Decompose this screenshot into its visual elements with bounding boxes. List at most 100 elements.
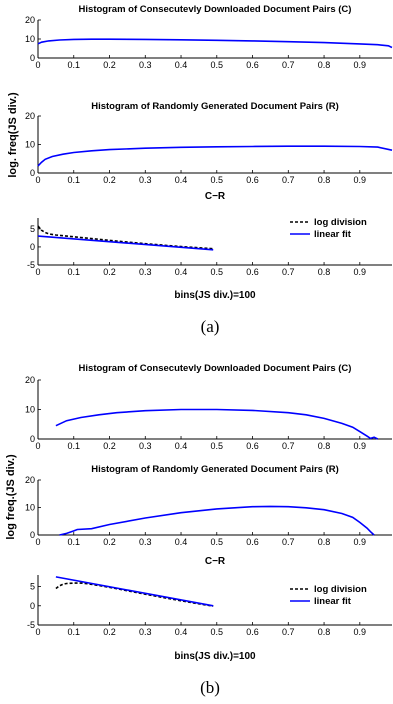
x-tick-label: 0.6 [246, 60, 259, 70]
x-tick-label: 0.9 [354, 627, 367, 637]
x-tick-label: 0.5 [211, 441, 224, 451]
y-tick-label: 0 [30, 434, 35, 444]
chart-title: Histogram of Randomly Generated Document… [91, 101, 339, 112]
x-tick-label: 0.8 [318, 537, 331, 547]
x-tick-label: 0.9 [354, 267, 367, 277]
y-tick-label: -5 [27, 620, 35, 630]
figure-b-fit-xlabel: bins(JS div.)=100 [174, 651, 256, 662]
x-tick-label: 0.1 [67, 627, 80, 637]
y-tick-label: 5 [30, 582, 35, 592]
x-tick-label: 0.7 [282, 60, 295, 70]
x-tick-label: 0.2 [103, 537, 116, 547]
y-tick-label: 20 [25, 111, 35, 121]
x-tick-label: 0.5 [211, 175, 224, 185]
x-tick-label: 0.7 [282, 441, 295, 451]
x-tick-label: 0.7 [282, 627, 295, 637]
x-tick-label: 0.6 [246, 537, 259, 547]
x-tick-label: 0.5 [211, 627, 224, 637]
y-tick-label: 0 [30, 601, 35, 611]
chart-b2: Histogram of Randomly Generated Document… [25, 464, 392, 547]
y-tick-label: 0 [30, 53, 35, 63]
figure-a-fit-xlabel: bins(JS div.)=100 [174, 290, 256, 301]
x-tick-label: 0.4 [175, 627, 188, 637]
x-tick-label: 0.3 [139, 441, 152, 451]
legend-label: log division [314, 217, 367, 228]
x-tick-label: 0.8 [318, 60, 331, 70]
x-tick-label: 0.3 [139, 175, 152, 185]
y-tick-label: 10 [25, 405, 35, 415]
x-tick-label: 0 [35, 267, 40, 277]
figure-a-caption: (a) [201, 317, 220, 336]
x-tick-label: 0.6 [246, 441, 259, 451]
series-line [37, 145, 393, 167]
x-tick-label: 0.1 [67, 267, 80, 277]
legend-label: linear fit [314, 229, 352, 240]
x-tick-label: 0.9 [354, 441, 367, 451]
chart-b3: 0 0.1 0.2 0.3 0.4 0.5 0.6 0.7 0.8 0.9-505 log divi… [27, 575, 392, 637]
x-tick-label: 0.4 [175, 175, 188, 185]
x-tick-label: 0.6 [246, 267, 259, 277]
x-tick-label: 0.5 [211, 537, 224, 547]
series-line [55, 408, 379, 440]
y-tick-label: 10 [25, 140, 35, 150]
x-tick-label: 0.2 [103, 441, 116, 451]
figure-b-caption: (b) [200, 678, 220, 697]
x-tick-label: 0.1 [67, 537, 80, 547]
x-tick-label: 0.4 [175, 441, 188, 451]
y-tick-label: 20 [25, 475, 35, 485]
series-line [59, 505, 375, 536]
x-tick-label: 0.7 [282, 175, 295, 185]
chart-title: Histogram of Consecutevly Downloaded Doc… [79, 363, 352, 374]
x-tick-label: 0.2 [103, 60, 116, 70]
y-tick-label: -5 [27, 260, 35, 270]
x-tick-label: 0.8 [318, 441, 331, 451]
x-tick-label: 0.5 [211, 60, 224, 70]
x-tick-label: 0.3 [139, 267, 152, 277]
series-line-linear-fit [55, 576, 214, 607]
x-tick-label: 0.8 [318, 267, 331, 277]
y-tick-label: 0 [30, 530, 35, 540]
x-tick-label: 0.7 [282, 267, 295, 277]
x-tick-label: 0 [35, 537, 40, 547]
series-line-log-division [37, 225, 214, 250]
x-tick-label: 0.6 [246, 627, 259, 637]
x-tick-label: 0.2 [103, 627, 116, 637]
chart-title: Histogram of Randomly Generated Document… [91, 464, 339, 475]
chart-a1: Histogram of Consecutevly Downloaded Doc… [25, 4, 393, 70]
y-tick-label: 10 [25, 34, 35, 44]
series-line-linear-fit [37, 235, 214, 251]
x-tick-label: 0 [35, 60, 40, 70]
figure-a-hist-xlabel: C−R [205, 191, 226, 202]
x-tick-label: 0.1 [67, 441, 80, 451]
y-tick-label: 0 [30, 242, 35, 252]
x-tick-label: 0.9 [354, 537, 367, 547]
legend-label: log division [314, 584, 367, 595]
chart-b1: Histogram of Consecutevly Downloaded Doc… [25, 363, 392, 451]
x-tick-label: 0 [35, 441, 40, 451]
x-tick-label: 0 [35, 627, 40, 637]
y-tick-label: 5 [30, 224, 35, 234]
series-line [37, 38, 393, 49]
x-tick-label: 0.3 [139, 537, 152, 547]
x-tick-label: 0.1 [67, 175, 80, 185]
figure-b-hist-xlabel: C−R [205, 556, 226, 567]
x-tick-label: 0.8 [318, 627, 331, 637]
y-tick-label: 0 [30, 168, 35, 178]
y-tick-label: 20 [25, 375, 35, 385]
x-tick-label: 0.2 [103, 267, 116, 277]
x-tick-label: 0.9 [354, 175, 367, 185]
chart-title: Histogram of Consecutevly Downloaded Doc… [79, 4, 352, 15]
x-tick-label: 0.4 [175, 60, 188, 70]
x-tick-label: 0.1 [67, 60, 80, 70]
y-tick-label: 20 [25, 15, 35, 25]
x-tick-label: 0 [35, 175, 40, 185]
x-tick-label: 0.8 [318, 175, 331, 185]
x-tick-label: 0.4 [175, 267, 188, 277]
x-tick-label: 0.4 [175, 537, 188, 547]
x-tick-label: 0.5 [211, 267, 224, 277]
y-tick-label: 10 [25, 503, 35, 513]
chart-a2: Histogram of Randomly Generated Document… [25, 101, 393, 185]
x-tick-label: 0.9 [354, 60, 367, 70]
figure-a-ylabel: log. freq(JS div.) [7, 92, 19, 178]
